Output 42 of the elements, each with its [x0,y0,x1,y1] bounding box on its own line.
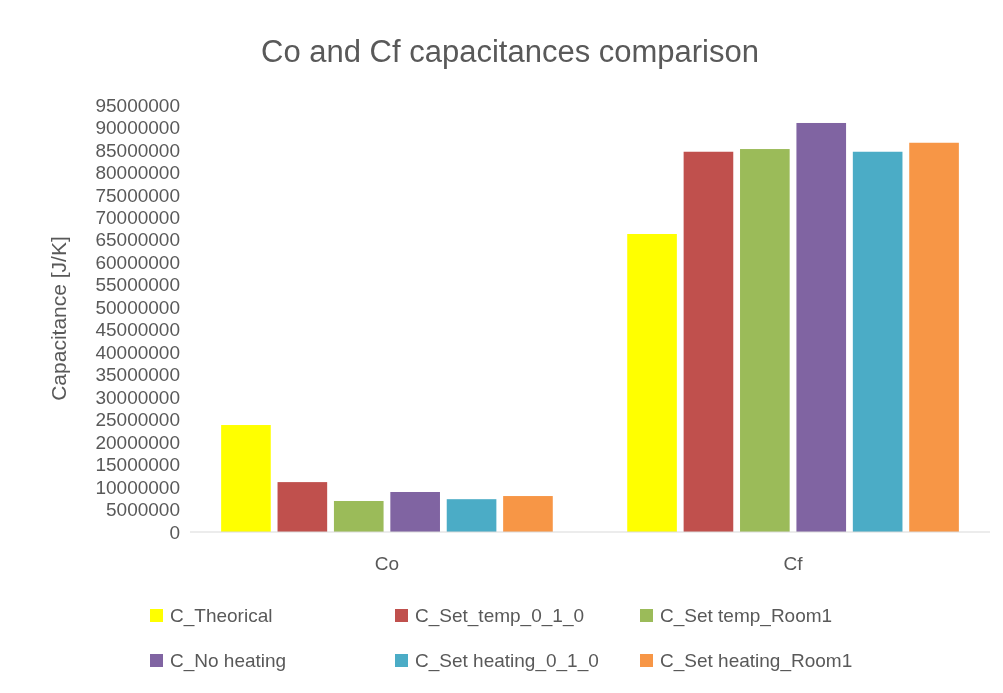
y-tick-label: 5000000 [106,499,180,521]
bar [909,142,959,532]
y-tick-label: 95000000 [95,94,180,116]
y-tick-label: 25000000 [95,409,180,431]
y-tick-label: 60000000 [95,251,180,273]
bar [503,496,553,532]
legend-label: C_No heating [170,650,287,672]
y-tick-label: 75000000 [95,184,180,206]
bar [627,234,677,532]
bar [221,425,271,532]
y-tick-label: 65000000 [95,229,180,251]
y-tick-label: 70000000 [95,207,180,229]
y-tick-label: 30000000 [95,386,180,408]
y-tick-label: 45000000 [95,319,180,341]
x-tick-label: Co [374,553,400,574]
legend-label: C_Set heating_0_1_0 [415,650,599,672]
legend-label: C_Set temp_Room1 [660,605,833,627]
bar [796,122,847,532]
chart-title: Co and Cf capacitances comparison [261,34,759,69]
bar [683,151,734,532]
y-tick-label: 0 [169,521,180,543]
bar [740,149,790,532]
y-tick-label: 85000000 [95,139,180,161]
bar [446,499,497,532]
y-axis-title: Capacitance [J/K] [47,236,70,401]
y-tick-label: 80000000 [95,162,180,184]
y-tick-label: 90000000 [95,117,180,139]
bar [277,482,328,532]
x-tick-label: Cf [783,553,804,574]
bar [852,151,903,532]
y-tick-label: 55000000 [95,274,180,296]
legend-label: C_Theorical [170,605,273,627]
y-tick-label: 15000000 [95,454,180,476]
y-tick-label: 50000000 [95,296,180,318]
bar [333,500,384,532]
bar [390,492,440,532]
legend-label: C_Set heating_Room1 [660,650,853,672]
y-tick-label: 10000000 [95,476,180,498]
y-tick-label: 40000000 [95,341,180,363]
y-tick-label: 35000000 [95,364,180,386]
legend-label: C_Set_temp_0_1_0 [415,605,585,627]
y-tick-label: 20000000 [95,431,180,453]
